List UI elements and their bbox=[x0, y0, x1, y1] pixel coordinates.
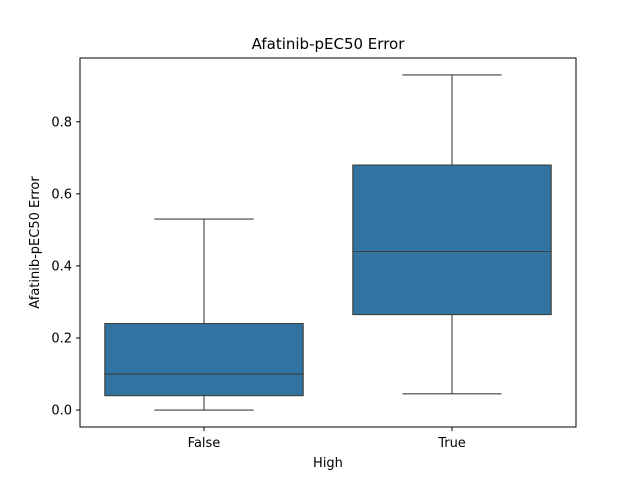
plot-area: 0.0 0.2 0.4 0.6 0.8 False True bbox=[51, 74, 552, 451]
chart-title: Afatinib-pEC50 Error bbox=[252, 35, 406, 53]
y-tick-label-0: 0.0 bbox=[51, 404, 72, 419]
y-tick-label-1: 0.2 bbox=[51, 331, 72, 346]
x-axis-title: High bbox=[313, 456, 343, 471]
axes-frame bbox=[79, 57, 577, 428]
x-tick-label-false: False bbox=[188, 436, 221, 451]
y-tick-label-4: 0.8 bbox=[51, 115, 72, 130]
y-tick-label-2: 0.4 bbox=[51, 259, 72, 274]
box-true bbox=[352, 164, 552, 316]
y-tick-label-3: 0.6 bbox=[51, 187, 72, 202]
box-false bbox=[104, 323, 304, 397]
x-tick-label-true: True bbox=[437, 436, 466, 451]
y-axis-title: Afatinib-pEC50 Error bbox=[28, 176, 43, 309]
